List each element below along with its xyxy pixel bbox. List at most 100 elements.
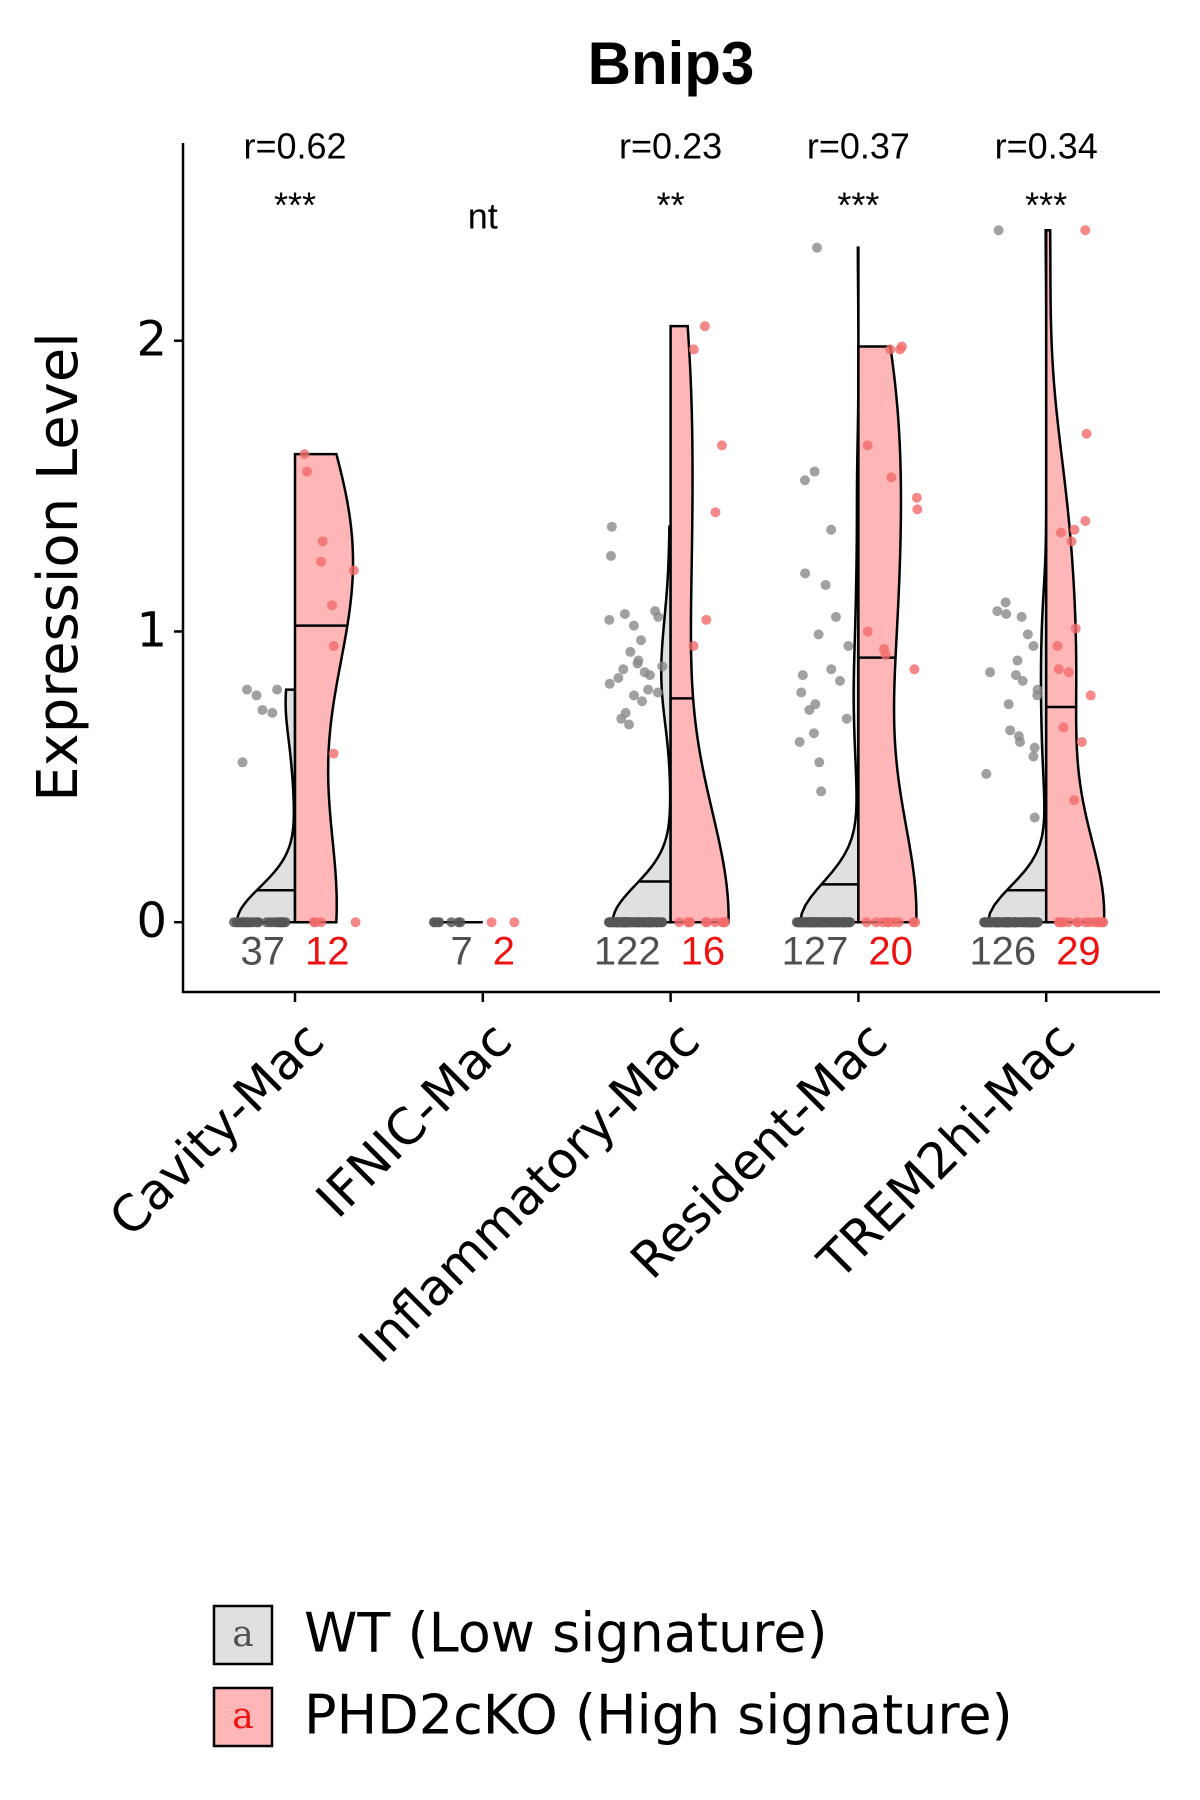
data-point <box>657 661 668 672</box>
data-point <box>885 344 896 355</box>
data-point <box>1029 812 1040 823</box>
data-point <box>316 556 327 567</box>
data-point <box>1066 536 1077 547</box>
data-point <box>816 786 827 797</box>
legend-key <box>212 1686 274 1748</box>
data-point <box>1003 699 1014 710</box>
data-point <box>632 658 643 669</box>
y-tick-label: 2 <box>136 312 167 368</box>
violin-group <box>669 324 730 924</box>
zero-point <box>617 917 628 928</box>
count-label: 126 <box>969 930 1036 974</box>
zero-point <box>674 917 685 928</box>
data-point <box>1085 690 1096 701</box>
data-point <box>267 707 278 718</box>
zero-point <box>446 917 457 928</box>
data-point <box>688 344 699 355</box>
data-point <box>652 687 663 698</box>
data-point <box>606 521 617 532</box>
data-point <box>637 696 648 707</box>
zero-point <box>720 917 731 928</box>
count-label: 16 <box>681 930 726 974</box>
zero-point <box>1024 917 1035 928</box>
data-point <box>809 466 820 477</box>
data-point <box>1058 722 1069 733</box>
zero-point <box>893 917 904 928</box>
data-point <box>800 568 811 579</box>
zero-point <box>839 917 850 928</box>
data-point <box>826 664 837 675</box>
data-point <box>1053 664 1064 675</box>
data-point <box>1032 690 1043 701</box>
zero-point <box>979 917 990 928</box>
legend-label: PHD2cKO (High signature) <box>304 1684 1013 1747</box>
data-point <box>242 684 253 695</box>
legend-key-glyph: a <box>232 1696 253 1737</box>
data-point <box>811 242 822 253</box>
data-point <box>624 719 635 730</box>
data-point <box>826 524 837 535</box>
zero-point <box>806 917 817 928</box>
data-point <box>1012 655 1023 666</box>
violin-group <box>611 525 672 924</box>
data-point <box>605 550 616 561</box>
data-point <box>1070 623 1081 634</box>
data-point <box>912 504 923 515</box>
count-label: 12 <box>305 930 350 974</box>
zero-point <box>861 917 872 928</box>
zero-point <box>1098 917 1109 928</box>
significance-label: nt <box>468 196 498 237</box>
count-label: 20 <box>868 930 913 974</box>
data-point <box>644 670 655 681</box>
data-point <box>834 675 845 686</box>
data-point <box>1081 428 1092 439</box>
data-point <box>604 678 615 689</box>
violin <box>235 688 297 924</box>
r-label: r=0.23 <box>619 126 722 167</box>
zero-point <box>266 917 277 928</box>
legend-key-glyph: a <box>232 1614 253 1655</box>
data-point <box>272 684 283 695</box>
data-point <box>699 321 710 332</box>
y-axis-title: Expression Level <box>26 332 91 802</box>
count-label: 122 <box>594 930 661 974</box>
data-point <box>895 344 906 355</box>
data-point <box>1052 641 1063 652</box>
significance-label: ** <box>657 185 685 226</box>
data-point <box>625 646 636 657</box>
data-point <box>327 600 338 611</box>
data-point <box>701 614 712 625</box>
count-label: 29 <box>1056 930 1101 974</box>
zero-point <box>701 917 712 928</box>
data-point <box>1001 609 1012 620</box>
zero-point <box>1073 917 1084 928</box>
data-point <box>1010 670 1021 681</box>
data-point <box>843 641 854 652</box>
data-point <box>710 507 721 518</box>
y-tick-label: 0 <box>136 893 167 949</box>
data-point <box>1028 641 1039 652</box>
zero-point <box>1031 917 1042 928</box>
violin <box>857 345 918 924</box>
violin-group <box>293 452 355 924</box>
zero-point <box>994 917 1005 928</box>
data-point <box>1080 225 1091 236</box>
zero-point <box>280 917 291 928</box>
data-point <box>628 620 639 631</box>
data-point <box>799 475 810 486</box>
zero-point <box>248 917 259 928</box>
zero-point <box>455 917 466 928</box>
data-point <box>643 684 654 695</box>
data-point <box>814 757 825 768</box>
zero-point <box>877 917 888 928</box>
violin <box>611 525 672 924</box>
zero-point <box>428 917 439 928</box>
data-point <box>604 614 615 625</box>
data-point <box>1022 629 1033 640</box>
data-point <box>328 641 339 652</box>
data-point <box>909 664 920 675</box>
violin-group <box>1044 228 1106 924</box>
data-point <box>886 472 897 483</box>
